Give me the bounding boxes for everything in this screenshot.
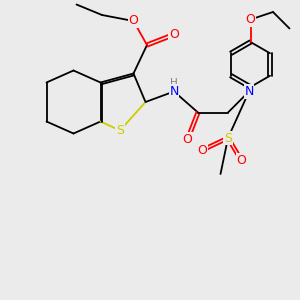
- Text: O: O: [183, 133, 192, 146]
- Text: S: S: [224, 131, 232, 145]
- Text: O: O: [129, 14, 138, 28]
- Text: O: O: [198, 143, 207, 157]
- Text: O: O: [169, 28, 179, 41]
- Text: O: O: [246, 13, 255, 26]
- Text: N: N: [169, 85, 179, 98]
- Text: N: N: [244, 85, 254, 98]
- Text: S: S: [116, 124, 124, 137]
- Text: H: H: [170, 77, 178, 88]
- Text: O: O: [237, 154, 246, 167]
